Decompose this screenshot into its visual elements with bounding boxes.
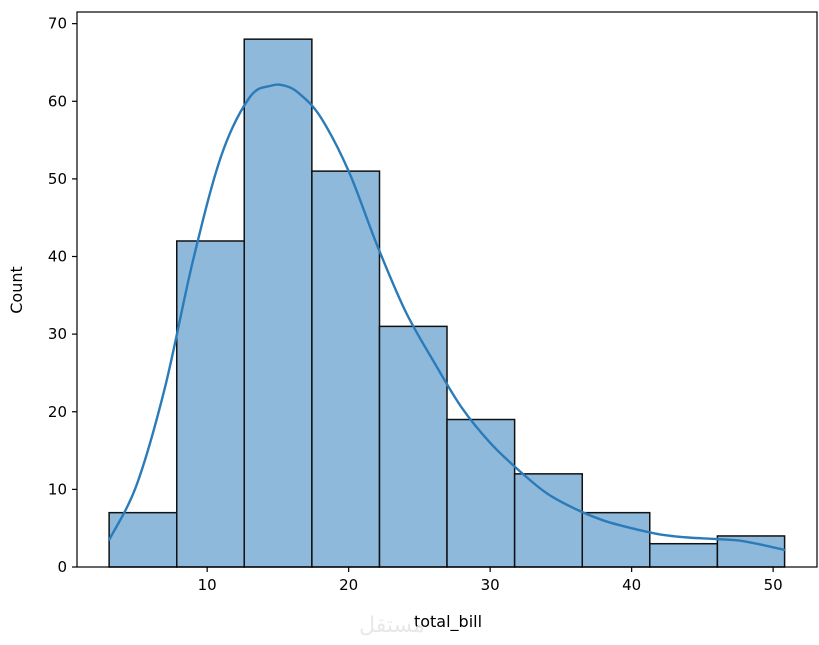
y-tick-label: 10 — [48, 480, 67, 498]
y-tick-label: 70 — [48, 15, 67, 33]
kde-layer — [107, 83, 786, 552]
histogram-bar — [378, 325, 448, 568]
x-tick-label: 50 — [764, 576, 783, 594]
x-tick-label: 30 — [481, 576, 500, 594]
x-tick-label: 40 — [622, 576, 641, 594]
x-tick-label: 10 — [198, 576, 217, 594]
histogram-bar — [581, 511, 651, 568]
labels-layer: total_bill Count — [7, 266, 482, 632]
histogram-bar — [176, 240, 245, 568]
y-tick-label: 0 — [57, 558, 67, 576]
histogram-bar — [311, 170, 381, 568]
plot-frame — [76, 11, 818, 568]
y-tick-label: 30 — [48, 325, 67, 343]
y-tick-label: 20 — [48, 403, 67, 421]
y-tick-label: 50 — [48, 170, 67, 188]
bars-layer — [108, 38, 786, 568]
x-axis-label: total_bill — [414, 612, 482, 632]
y-tick-label: 40 — [48, 248, 67, 266]
watermark-logo: مستقل — [359, 613, 425, 638]
histogram-bar — [446, 418, 516, 568]
histogram-bar — [649, 542, 719, 568]
axes-layer: 10 20 30 40 50 0 10 20 30 40 50 60 70 — [48, 11, 818, 594]
y-axis-label: Count — [7, 266, 26, 314]
y-tick-label: 60 — [48, 92, 67, 110]
x-tick-label: 20 — [339, 576, 358, 594]
histogram-bar — [513, 473, 584, 568]
watermark-mark: مستقل — [359, 613, 425, 638]
histogram-bar — [243, 38, 313, 568]
kde-curve — [107, 83, 786, 552]
